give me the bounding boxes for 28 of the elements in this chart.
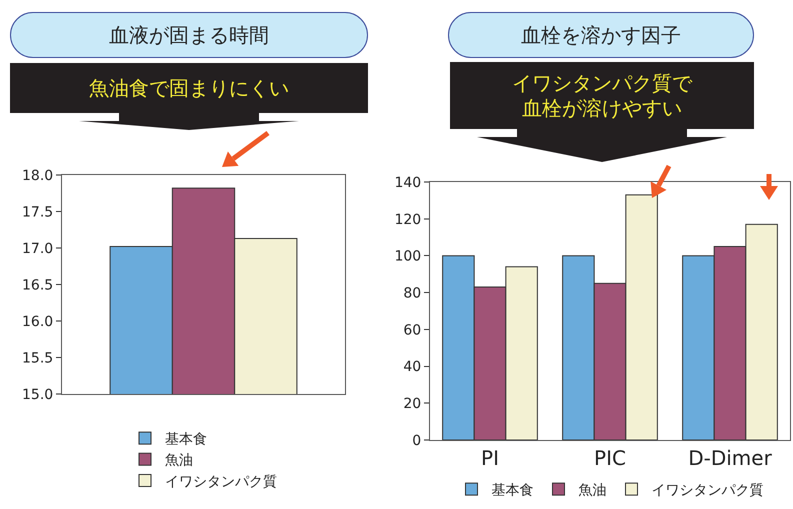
chart-subtitle: イワシタンパク質で血栓が溶けやすい [511, 70, 694, 120]
x-tick-label: PIC [594, 446, 626, 470]
y-tick-label: 140 [394, 174, 422, 191]
y-tick-label: 16.5 [22, 277, 54, 294]
legend-label: 基本食 [492, 482, 534, 499]
y-tick-label: 120 [394, 212, 422, 228]
x-tick-label: D-Dimer [688, 446, 773, 470]
y-tick-label: 0 [412, 432, 422, 449]
y-tick-label: 40 [403, 359, 422, 376]
y-tick-label: 18.0 [22, 168, 54, 184]
y-tick-label: 60 [403, 322, 422, 338]
chart-title: 血液が固まる時間 [10, 12, 368, 58]
legend-label: イワシタンパク質 [165, 474, 277, 490]
legend-label: イワシタンパク質 [652, 482, 764, 499]
chart-subtitle: 魚油食で固まりにくい [89, 76, 289, 100]
y-tick-label: 17.5 [22, 204, 54, 220]
legend-label: 魚油 [165, 452, 193, 469]
y-tick-label: 80 [403, 285, 422, 302]
y-tick-label: 17.0 [22, 240, 54, 257]
y-tick-label: 16.0 [22, 314, 54, 330]
legend-label: 基本食 [165, 432, 207, 448]
legend-label: 魚油 [578, 482, 606, 499]
chart-title: 血栓を溶かす因子 [448, 12, 754, 58]
x-tick-label: PI [481, 446, 499, 470]
y-tick-label: 20 [403, 396, 422, 412]
y-tick-label: 100 [394, 248, 422, 265]
y-tick-label: 15.0 [22, 386, 54, 403]
y-tick-label: 15.5 [22, 350, 54, 366]
